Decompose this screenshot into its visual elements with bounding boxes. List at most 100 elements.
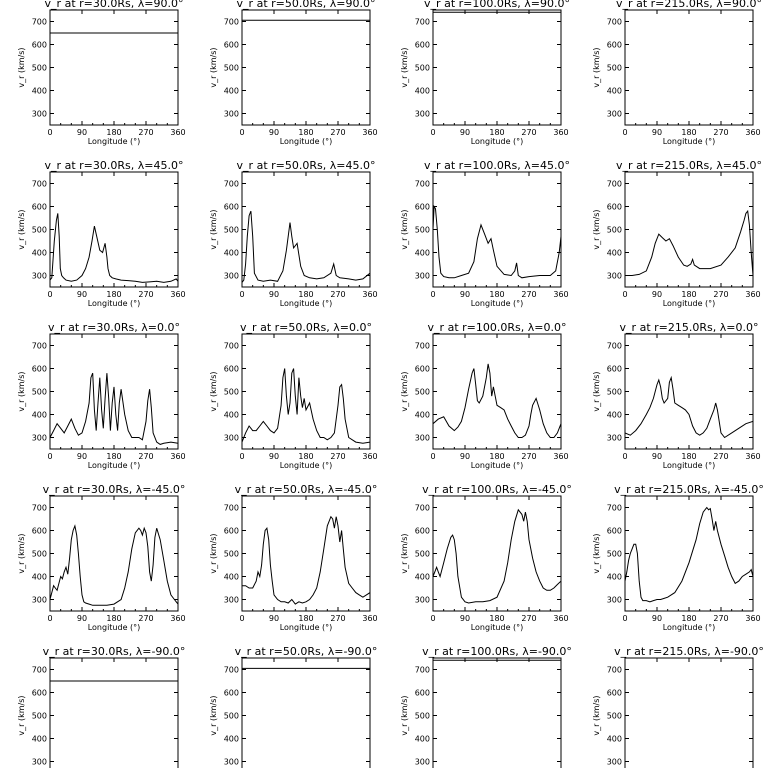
x-tick-label: 180 (681, 614, 696, 623)
y-tick-label: 400 (415, 735, 430, 744)
x-tick-label: 180 (489, 614, 504, 623)
chart-panel: v_r at r=215.0Rs, λ=90.0° 0 90 180 270 360 300… (592, 0, 762, 146)
x-axis-label: Longitude (°) (280, 137, 333, 146)
y-tick-label: 400 (224, 249, 239, 258)
y-tick-label: 700 (224, 342, 239, 351)
y-tick-label: 600 (32, 41, 47, 50)
series-line (433, 508, 561, 604)
plot-frame (241, 9, 371, 126)
x-tick-label: 90 (77, 614, 87, 623)
x-tick-label: 360 (553, 452, 568, 461)
x-tick-label: 360 (553, 614, 568, 623)
y-tick-label: 600 (224, 689, 239, 698)
x-tick-label: 270 (330, 452, 345, 461)
y-axis-label: v_r (km/s) (17, 695, 26, 735)
y-tick-label: 600 (224, 203, 239, 212)
y-axis-label: v_r (km/s) (209, 47, 218, 87)
y-tick-label: 400 (415, 249, 430, 258)
x-axis-label: Longitude (°) (88, 623, 141, 632)
x-tick-label: 0 (430, 290, 435, 299)
y-axis-label: v_r (km/s) (400, 209, 409, 249)
x-axis-label: Longitude (°) (280, 299, 333, 308)
panel-title: v_r at r=30.0Rs, λ=90.0° (45, 0, 184, 10)
x-axis-label: Longitude (°) (471, 137, 524, 146)
y-axis-label: v_r (km/s) (17, 371, 26, 411)
y-tick-label: 500 (32, 388, 47, 397)
y-tick-label: 500 (32, 64, 47, 73)
y-tick-label: 700 (32, 666, 47, 675)
y-tick-label: 600 (607, 689, 622, 698)
x-tick-label: 90 (460, 290, 470, 299)
y-tick-label: 500 (224, 64, 239, 73)
x-tick-label: 270 (713, 128, 728, 137)
x-tick-label: 270 (330, 614, 345, 623)
y-tick-label: 600 (224, 527, 239, 536)
y-tick-label: 300 (415, 110, 430, 119)
x-tick-label: 180 (298, 614, 313, 623)
y-tick-label: 300 (607, 272, 622, 281)
x-tick-label: 180 (298, 452, 313, 461)
y-tick-label: 700 (415, 666, 430, 675)
x-tick-label: 90 (652, 452, 662, 461)
x-tick-label: 0 (239, 128, 244, 137)
panel-title: v_r at r=50.0Rs, λ=-90.0° (235, 645, 378, 658)
x-tick-label: 90 (460, 452, 470, 461)
x-tick-label: 360 (745, 128, 760, 137)
panel-title: v_r at r=215.0Rs, λ=45.0° (616, 159, 762, 172)
chart-panel: v_r at r=50.0Rs, λ=-45.0° 0 90 180 270 360 300… (209, 483, 378, 632)
plot-frame (432, 495, 562, 612)
chart-panel: v_r at r=50.0Rs, λ=45.0° 0 90 180 270 360 300 4… (209, 159, 378, 308)
y-tick-label: 300 (224, 272, 239, 281)
x-tick-label: 90 (460, 128, 470, 137)
x-tick-label: 270 (330, 128, 345, 137)
y-axis-label: v_r (km/s) (400, 533, 409, 573)
x-tick-label: 0 (622, 614, 627, 623)
x-tick-label: 0 (47, 614, 52, 623)
y-tick-label: 500 (607, 712, 622, 721)
x-axis-label: Longitude (°) (88, 299, 141, 308)
y-tick-label: 600 (32, 527, 47, 536)
y-tick-label: 500 (415, 226, 430, 235)
y-tick-label: 400 (224, 735, 239, 744)
series-line (625, 375, 753, 439)
plot-frame (241, 333, 371, 450)
x-tick-label: 0 (430, 128, 435, 137)
y-axis-label: v_r (km/s) (400, 47, 409, 87)
y-tick-label: 600 (607, 203, 622, 212)
y-tick-label: 500 (32, 550, 47, 559)
x-tick-label: 360 (553, 128, 568, 137)
y-axis-label: v_r (km/s) (17, 47, 26, 87)
x-tick-label: 180 (489, 290, 504, 299)
y-tick-label: 300 (415, 272, 430, 281)
x-tick-label: 0 (239, 614, 244, 623)
y-tick-label: 500 (32, 226, 47, 235)
y-tick-label: 500 (607, 64, 622, 73)
plot-frame (241, 495, 371, 612)
x-tick-label: 360 (553, 290, 568, 299)
x-tick-label: 180 (298, 128, 313, 137)
y-tick-label: 700 (607, 504, 622, 513)
chart-panel: v_r at r=100.0Rs, λ=-90.0°09018027036030… (400, 645, 572, 768)
panel-title: v_r at r=215.0Rs, λ=-45.0° (614, 483, 764, 496)
x-axis-label: Longitude (°) (471, 299, 524, 308)
series-line (50, 372, 178, 445)
x-tick-label: 90 (77, 452, 87, 461)
y-tick-label: 400 (415, 573, 430, 582)
y-axis-label: v_r (km/s) (592, 209, 601, 249)
y-axis-label: v_r (km/s) (400, 371, 409, 411)
x-tick-label: 270 (713, 452, 728, 461)
y-tick-label: 700 (607, 666, 622, 675)
series-line (625, 209, 753, 276)
y-tick-label: 300 (415, 758, 430, 767)
x-tick-label: 0 (239, 290, 244, 299)
x-tick-label: 0 (430, 614, 435, 623)
y-tick-label: 300 (32, 596, 47, 605)
y-tick-label: 600 (415, 689, 430, 698)
plot-frame (624, 495, 754, 612)
x-tick-label: 90 (652, 128, 662, 137)
y-axis-label: v_r (km/s) (17, 209, 26, 249)
y-tick-label: 700 (607, 18, 622, 27)
y-tick-label: 600 (607, 365, 622, 374)
x-tick-label: 180 (106, 452, 121, 461)
chart-panel: v_r at r=30.0Rs, λ=90.0° 0 90 180 270 360 300 4… (17, 0, 186, 146)
